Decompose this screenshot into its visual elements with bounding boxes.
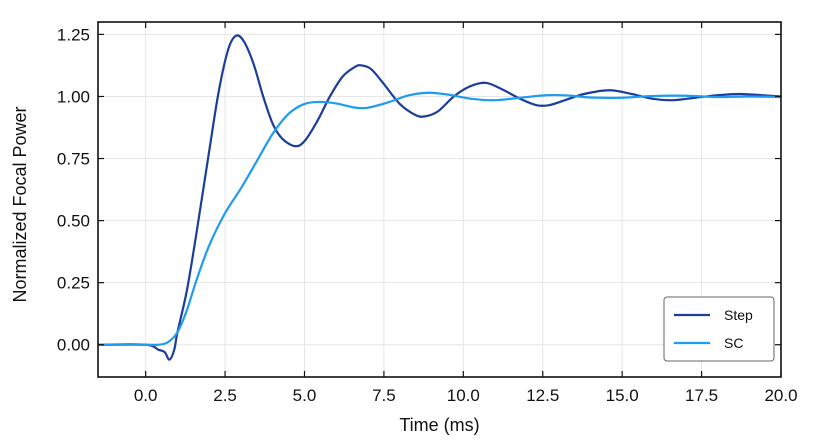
x-tick-label: 17.5 xyxy=(685,386,718,405)
x-tick-labels: 0.0 2.5 5.0 7.5 10.0 12.5 15.0 17.5 20.0 xyxy=(134,386,798,405)
y-tick-label: 0.50 xyxy=(57,212,90,231)
plot-area-frame xyxy=(97,21,782,378)
x-tick-label: 15.0 xyxy=(606,386,639,405)
x-tick-label: 10.0 xyxy=(447,386,480,405)
x-tick-label: 0.0 xyxy=(134,386,158,405)
x-tick-label: 5.0 xyxy=(293,386,317,405)
legend: Step SC xyxy=(663,296,775,362)
series-lines xyxy=(97,34,782,361)
x-tick-label: 20.0 xyxy=(764,386,797,405)
x-tick-label: 2.5 xyxy=(213,386,237,405)
legend-label-step: Step xyxy=(724,307,753,323)
x-tick-label: 7.5 xyxy=(372,386,396,405)
y-tick-label: 0.00 xyxy=(57,336,90,355)
y-tick-labels: 0.00 0.25 0.50 0.75 1.00 1.25 xyxy=(57,25,90,354)
x-tick-label: 12.5 xyxy=(526,386,559,405)
series-line-step xyxy=(97,34,782,361)
x-axis-label: Time (ms) xyxy=(399,415,479,435)
y-axis-label: Normalized Focal Power xyxy=(10,106,30,302)
legend-box xyxy=(663,296,775,362)
series-line-sc xyxy=(97,91,782,347)
y-tick-label: 0.25 xyxy=(57,274,90,293)
y-tick-label: 1.25 xyxy=(57,25,90,44)
y-tick-label: 1.00 xyxy=(57,87,90,106)
y-tick-label: 0.75 xyxy=(57,150,90,169)
axis-ticks xyxy=(98,22,782,377)
legend-label-sc: SC xyxy=(724,335,743,351)
